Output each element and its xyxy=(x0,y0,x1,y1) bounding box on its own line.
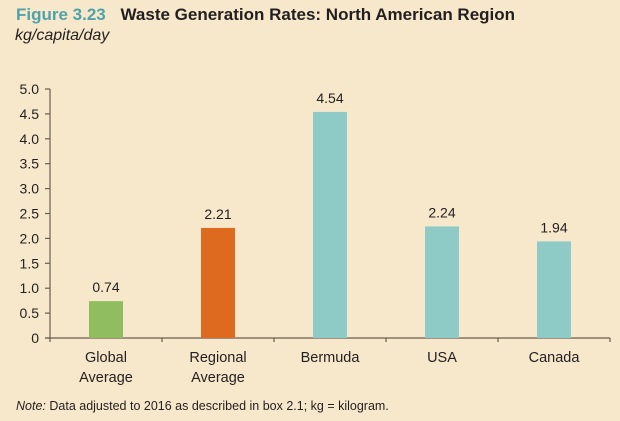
y-tick-label: 4.5 xyxy=(20,106,40,122)
y-tick-label: 1.5 xyxy=(20,255,40,271)
x-tick-label: Bermuda xyxy=(301,350,361,366)
y-tick-label: 3.0 xyxy=(20,181,40,197)
x-tick-label-line: Bermuda xyxy=(301,350,361,366)
bars xyxy=(89,111,571,339)
x-axis: Global Average Regional Average Bermuda USA Ca… xyxy=(45,337,611,386)
x-tick-label: Regional Average xyxy=(189,350,246,386)
note-text: Data adjusted to 2016 as described in bo… xyxy=(45,399,389,413)
figure-title-row: Figure 3.23 Waste Generation Rates: Nort… xyxy=(16,5,515,25)
bar xyxy=(89,301,123,338)
y-tick-label: 1.0 xyxy=(20,280,40,296)
x-tick-label: Canada xyxy=(529,350,581,366)
y-tick-label: 5.0 xyxy=(20,81,40,97)
note-label: Note: xyxy=(16,399,46,413)
y-axis: 0 0.5 1.0 1.5 2.0 2.5 3.0 3.5 4.0 4.5 5.0 xyxy=(20,81,51,346)
bar xyxy=(537,241,571,338)
y-tick-label: 0.5 xyxy=(20,305,40,321)
bar-value-label: 1.94 xyxy=(540,219,567,235)
x-tick-label-line: Regional xyxy=(189,350,246,366)
bar-value-label: 4.54 xyxy=(316,90,343,106)
y-tick-label: 2.0 xyxy=(20,230,40,246)
x-tick-label-line: USA xyxy=(427,350,457,366)
bar xyxy=(201,227,235,338)
x-tick-label-line: Average xyxy=(191,370,245,386)
x-tick-label: Global Average xyxy=(79,350,133,386)
x-tick-label-line: Average xyxy=(79,370,133,386)
x-tick-label-line: Global xyxy=(85,350,127,366)
bar xyxy=(313,111,347,339)
x-tick-label-line: Canada xyxy=(529,350,581,366)
figure-title: Waste Generation Rates: North American R… xyxy=(120,5,516,24)
figure-subtitle: kg/capita/day xyxy=(15,27,110,44)
y-tick-label: 0 xyxy=(31,330,39,346)
bar-value-label: 2.24 xyxy=(428,204,455,220)
bar-value-label: 0.74 xyxy=(92,279,119,295)
y-tick-label: 4.0 xyxy=(20,131,40,147)
data-labels: 0.74 2.21 4.54 2.24 1.94 xyxy=(92,90,567,295)
bar xyxy=(425,226,459,338)
x-tick-label: USA xyxy=(427,350,457,366)
y-tick-label: 3.5 xyxy=(20,156,40,172)
figure-number: Figure 3.23 xyxy=(16,5,106,24)
y-tick-label: 2.5 xyxy=(20,206,40,222)
bar-value-label: 2.21 xyxy=(204,206,231,222)
figure-note: Note: Data adjusted to 2016 as described… xyxy=(16,399,389,413)
